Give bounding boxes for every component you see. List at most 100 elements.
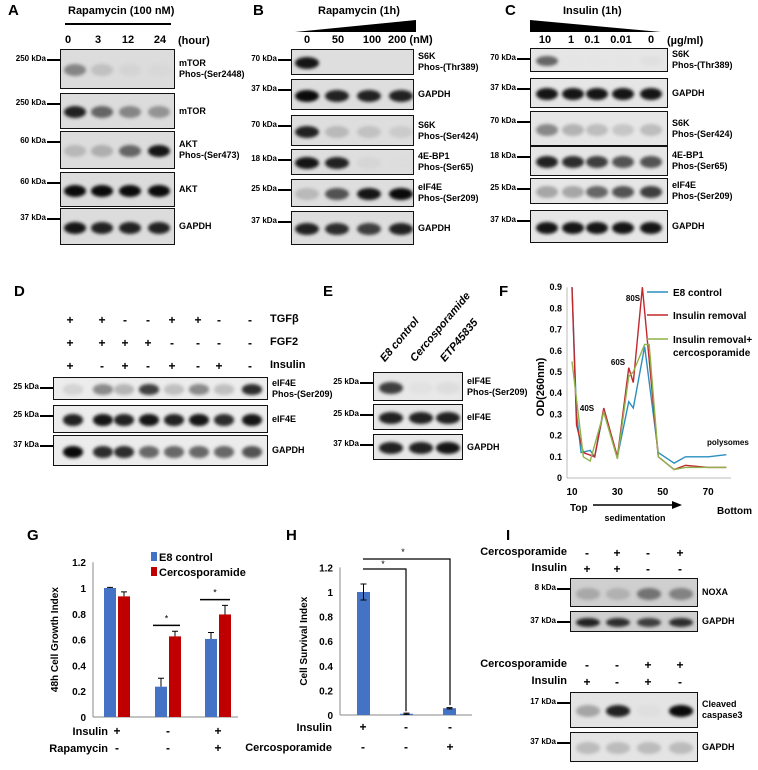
y-tick-label: 0.7 (549, 325, 562, 335)
band (325, 157, 349, 169)
sign: - (404, 720, 408, 734)
protein-label: AKT (179, 184, 198, 194)
band (379, 412, 403, 424)
blot-i2-2 (570, 732, 698, 762)
kda-marker: 18 kDa (490, 151, 516, 160)
bar (104, 588, 116, 717)
y-tick-label: 0.9 (549, 282, 562, 292)
kda-marker: 60 kDa (20, 177, 46, 186)
kda-tick (517, 58, 530, 60)
protein-label: eIF4E Phos-(Ser209) (672, 180, 733, 201)
legend-label: E8 control (159, 552, 213, 564)
sign-d: + (66, 336, 74, 350)
sign: + (214, 741, 221, 755)
band (586, 221, 608, 234)
blot-e-1 (373, 372, 463, 401)
sign-i1: - (678, 562, 682, 576)
band (605, 705, 631, 717)
band (640, 123, 662, 136)
y-tick-label: 0.6 (549, 346, 562, 356)
band (586, 56, 608, 67)
band (90, 64, 114, 76)
kda-marker: 70 kDa (490, 116, 516, 125)
band (90, 221, 114, 234)
sign-d: - (146, 313, 150, 327)
condition-label: Insulin (531, 675, 567, 687)
peak-annotation: 60S (611, 358, 626, 367)
band (562, 221, 584, 234)
blot-b-4 (291, 149, 414, 175)
blot-a-3 (60, 131, 175, 169)
band (409, 412, 433, 424)
sign-i2: + (644, 675, 652, 689)
kda-marker: 60 kDa (20, 136, 46, 145)
sign: - (115, 741, 119, 755)
kda-marker: 250 kDa (15, 98, 46, 107)
sign: - (404, 740, 408, 754)
band (138, 445, 160, 458)
band (636, 742, 662, 754)
sign-i1: + (583, 562, 591, 576)
sign-d: + (121, 336, 129, 350)
kda-marker: 70 kDa (251, 120, 277, 129)
sign-d: - (248, 336, 252, 350)
panel-c-dose-wedge (530, 20, 661, 32)
kda-marker: 37 kDa (530, 737, 556, 746)
cell-growth-chart: 0 0.2 0.4 0.6 0.8 1 1.2 48h Cell Growth Index In… (49, 552, 246, 755)
panel-a-unit: (hour) (178, 35, 210, 47)
band (118, 221, 142, 234)
kda-tick (47, 182, 60, 184)
band (562, 186, 584, 198)
panel-c-unit: (µg/ml) (667, 35, 704, 47)
panel-letter-a: A (8, 2, 19, 19)
band (188, 384, 210, 395)
kda-tick (360, 382, 373, 384)
sign-d: + (66, 313, 74, 327)
lane-label-c: 1 (567, 34, 575, 46)
kda-tick (517, 88, 530, 90)
blot-c-5 (530, 178, 668, 204)
band (357, 223, 381, 235)
panel-b-dose-wedge (295, 20, 416, 32)
protein-label: eIF4E (272, 413, 297, 424)
band (575, 587, 601, 600)
band (436, 442, 460, 454)
kda-marker: 37 kDa (530, 616, 556, 625)
kda-tick (278, 159, 291, 161)
sign-d: - (170, 336, 174, 350)
band (357, 188, 381, 200)
y-tick-label: 0.5 (549, 367, 562, 377)
kda-marker: 70 kDa (490, 53, 516, 62)
blot-a-1 (60, 49, 175, 89)
x-tick-label: 70 (703, 487, 715, 498)
kda-tick (360, 444, 373, 446)
band (612, 88, 634, 100)
sign-i1: - (585, 546, 589, 560)
series-line (571, 287, 727, 471)
panel-a-title-underline (65, 23, 171, 25)
protein-label: GAPDH (179, 221, 212, 231)
kda-tick (278, 89, 291, 91)
band (63, 221, 87, 234)
band (389, 125, 413, 138)
blot-c-2 (530, 78, 668, 108)
protein-label: S6K Phos-(Thr389) (418, 51, 479, 72)
band (536, 55, 558, 67)
y-tick-label: 1.2 (72, 558, 86, 569)
sign: + (214, 724, 221, 738)
band (147, 221, 171, 234)
kda-tick (47, 141, 60, 143)
band (562, 55, 584, 67)
kda-tick (360, 414, 373, 416)
band (295, 223, 319, 235)
sign-i2: - (678, 675, 682, 689)
x-tick-label: 10 (566, 487, 578, 498)
kda-tick (278, 59, 291, 61)
condition-label: Cercosporamide (480, 546, 567, 558)
blot-c-3 (530, 111, 668, 146)
sign-d: - (196, 336, 200, 350)
band (357, 125, 381, 138)
band (325, 89, 349, 102)
y-tick-label: 0.8 (72, 610, 86, 621)
band (605, 587, 631, 600)
